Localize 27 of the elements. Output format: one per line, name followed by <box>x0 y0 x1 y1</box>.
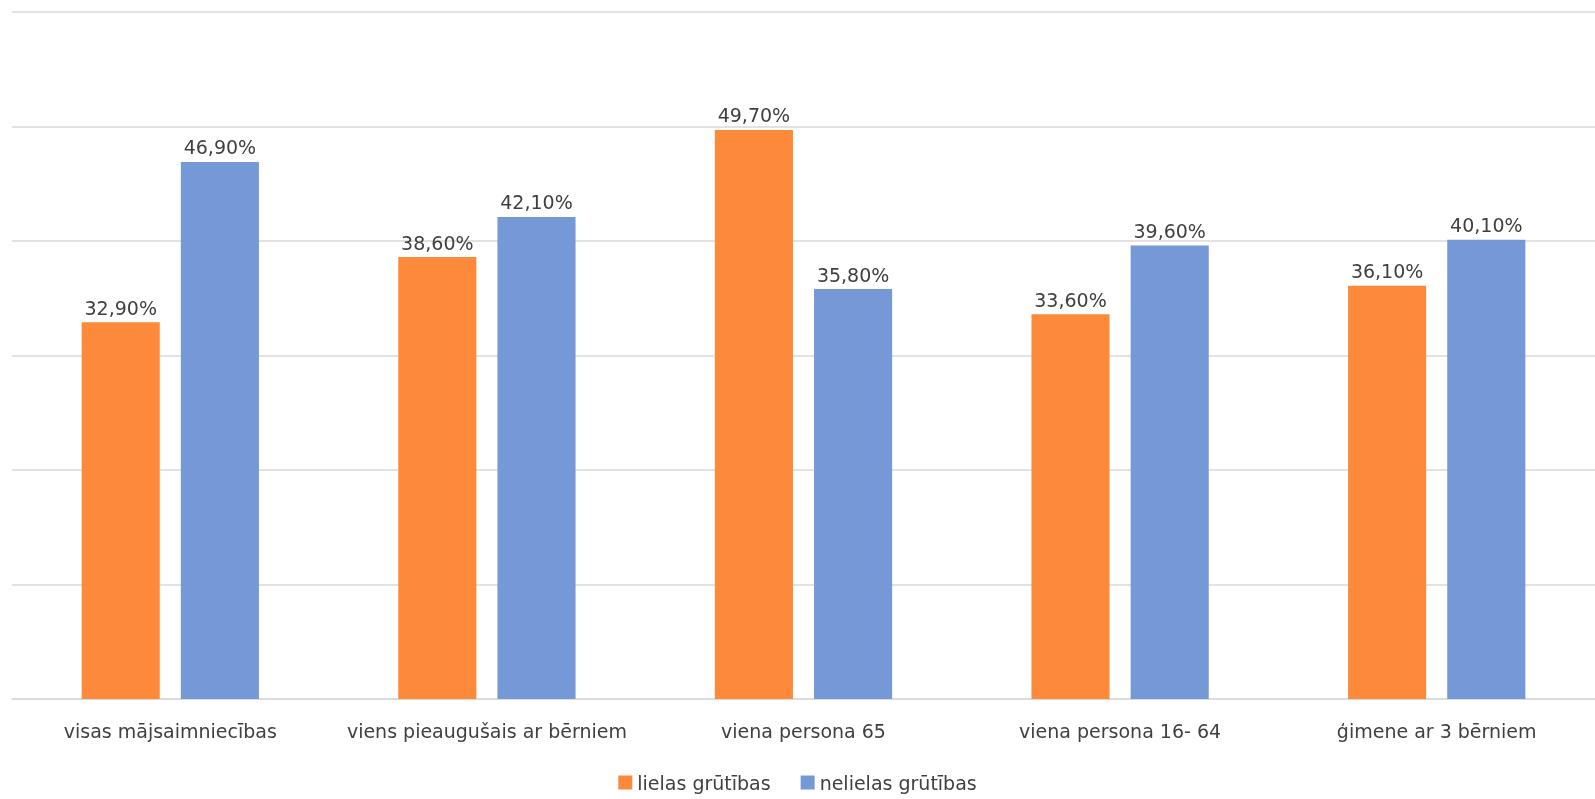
data-label: 46,90% <box>183 136 257 159</box>
bar <box>1031 314 1110 699</box>
bar <box>398 257 477 699</box>
legend-label: lielas grūtības <box>637 771 771 794</box>
bar <box>180 162 259 699</box>
legend-label: nelielas grūtības <box>819 771 977 794</box>
x-tick-label: ģimene ar 3 bērniem <box>1336 719 1537 742</box>
data-label: 39,60% <box>1133 220 1206 243</box>
data-label: 42,10% <box>500 191 573 214</box>
data-label: 35,80% <box>816 263 890 286</box>
x-tick-label: viens pieaugušais ar bērniem <box>346 719 627 742</box>
bar <box>714 129 793 699</box>
x-tick-label: viena persona 16- 64 <box>1019 719 1222 742</box>
x-tick-label: viena persona 65 <box>721 719 886 742</box>
data-label: 38,60% <box>401 231 474 254</box>
bar <box>814 289 893 699</box>
data-label: 40,10% <box>1450 214 1523 237</box>
bar <box>497 216 576 699</box>
bar <box>81 322 160 699</box>
data-label: 33,60% <box>1034 288 1107 311</box>
bar <box>1348 285 1427 699</box>
data-label: 32,90% <box>84 296 157 319</box>
data-label: 36,10% <box>1350 260 1424 283</box>
data-label: 49,70% <box>717 104 791 127</box>
bar <box>1447 239 1526 699</box>
x-tick-label: visas mājsaimniecības <box>63 719 277 742</box>
bar <box>1130 245 1209 699</box>
